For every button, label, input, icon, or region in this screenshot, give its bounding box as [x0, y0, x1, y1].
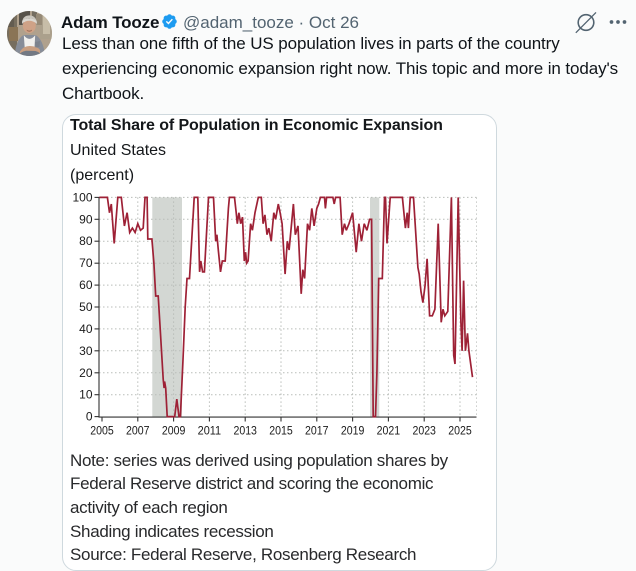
svg-text:90: 90: [79, 212, 93, 226]
svg-text:20: 20: [79, 366, 93, 380]
svg-text:2009: 2009: [162, 424, 186, 438]
svg-text:60: 60: [79, 278, 93, 292]
svg-text:2017: 2017: [305, 424, 329, 438]
svg-text:2011: 2011: [198, 424, 222, 438]
svg-text:2005: 2005: [90, 424, 114, 438]
svg-text:2021: 2021: [377, 424, 401, 438]
svg-text:0: 0: [86, 410, 93, 424]
svg-text:40: 40: [79, 322, 93, 336]
svg-text:30: 30: [79, 344, 93, 358]
svg-text:100: 100: [72, 190, 92, 204]
svg-text:2015: 2015: [269, 424, 293, 438]
svg-text:2023: 2023: [412, 424, 436, 438]
svg-text:2019: 2019: [341, 424, 365, 438]
svg-text:2025: 2025: [448, 424, 472, 438]
svg-text:2007: 2007: [126, 424, 150, 438]
svg-text:2013: 2013: [233, 424, 257, 438]
svg-text:10: 10: [79, 388, 93, 402]
svg-text:80: 80: [79, 234, 93, 248]
svg-text:50: 50: [79, 300, 93, 314]
svg-text:70: 70: [79, 256, 93, 270]
